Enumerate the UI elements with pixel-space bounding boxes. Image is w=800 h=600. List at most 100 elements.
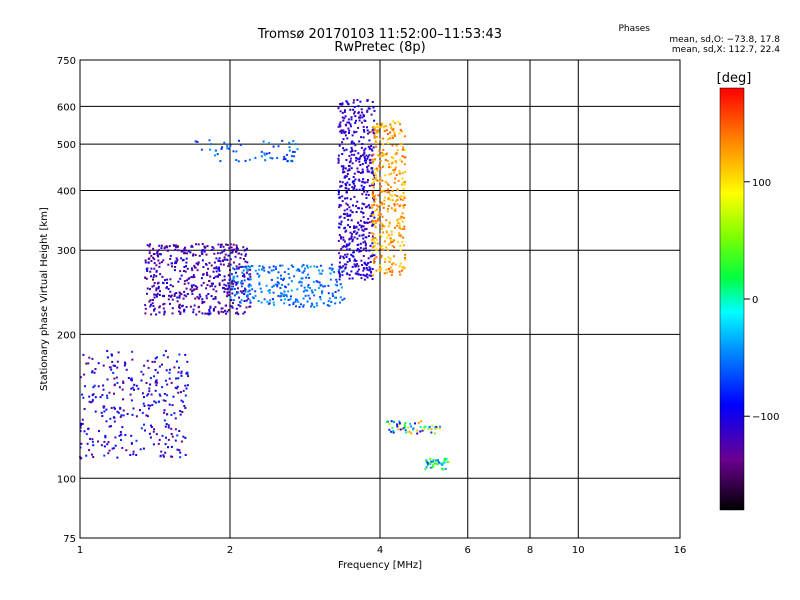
data-point bbox=[184, 270, 187, 273]
data-point bbox=[201, 302, 204, 305]
data-point bbox=[201, 300, 204, 303]
data-point bbox=[402, 206, 405, 209]
data-point bbox=[283, 155, 286, 158]
data-point bbox=[242, 258, 245, 260]
data-point bbox=[352, 99, 355, 102]
data-point bbox=[122, 380, 125, 383]
data-point bbox=[224, 253, 227, 256]
data-point bbox=[394, 226, 397, 229]
data-point bbox=[101, 394, 104, 397]
data-point bbox=[363, 155, 366, 158]
data-point bbox=[82, 396, 85, 399]
data-point bbox=[373, 128, 376, 131]
data-point bbox=[171, 307, 174, 310]
data-point bbox=[148, 300, 151, 303]
data-point bbox=[190, 284, 193, 287]
data-point bbox=[402, 266, 405, 269]
data-point bbox=[346, 214, 349, 217]
data-point bbox=[174, 262, 177, 264]
data-point bbox=[182, 400, 185, 403]
data-point bbox=[430, 431, 433, 434]
data-point bbox=[229, 243, 232, 246]
data-point bbox=[186, 267, 189, 270]
data-point bbox=[390, 207, 393, 210]
data-point bbox=[404, 256, 406, 259]
data-point bbox=[316, 304, 319, 307]
data-point bbox=[358, 160, 361, 163]
data-point bbox=[342, 165, 345, 168]
data-point bbox=[352, 101, 355, 104]
data-point bbox=[97, 385, 100, 388]
data-point bbox=[153, 428, 156, 431]
data-point bbox=[158, 365, 161, 368]
data-point bbox=[315, 302, 318, 305]
data-point bbox=[401, 148, 404, 151]
data-point bbox=[362, 216, 365, 219]
data-point bbox=[376, 153, 379, 156]
data-point bbox=[326, 304, 329, 307]
data-point bbox=[348, 237, 351, 240]
data-point bbox=[166, 278, 169, 281]
data-point bbox=[385, 230, 388, 233]
data-point bbox=[396, 219, 399, 222]
data-point bbox=[183, 294, 186, 297]
data-point bbox=[276, 281, 279, 284]
data-point bbox=[205, 297, 208, 300]
data-point bbox=[163, 295, 165, 298]
data-point bbox=[443, 459, 446, 462]
data-point bbox=[362, 178, 365, 181]
data-point bbox=[431, 466, 434, 469]
data-point bbox=[162, 354, 165, 357]
data-point bbox=[183, 252, 185, 255]
data-point bbox=[436, 463, 439, 466]
data-point bbox=[229, 251, 232, 254]
data-point bbox=[214, 154, 217, 157]
data-point bbox=[431, 463, 434, 466]
data-point bbox=[170, 427, 173, 430]
data-point bbox=[110, 407, 113, 409]
data-point bbox=[348, 259, 351, 262]
data-point bbox=[398, 422, 401, 425]
data-point bbox=[151, 302, 154, 305]
data-point bbox=[152, 305, 155, 307]
data-point bbox=[210, 143, 213, 146]
data-point bbox=[393, 171, 396, 174]
data-point bbox=[164, 425, 167, 428]
data-point bbox=[208, 313, 211, 316]
stats-o-mode: mean, sd,O: −73.8, 17.8 bbox=[669, 35, 780, 45]
data-point bbox=[230, 273, 233, 276]
data-point bbox=[380, 235, 383, 238]
data-point bbox=[155, 275, 158, 278]
data-point bbox=[307, 286, 310, 289]
data-point bbox=[114, 444, 117, 447]
data-point bbox=[223, 290, 226, 293]
data-point bbox=[398, 265, 401, 268]
data-point bbox=[187, 277, 190, 280]
data-point bbox=[396, 423, 399, 426]
data-point bbox=[94, 410, 97, 413]
data-point bbox=[389, 257, 392, 260]
data-point bbox=[392, 429, 395, 432]
data-point bbox=[179, 270, 182, 273]
data-point bbox=[233, 248, 235, 251]
data-point bbox=[236, 281, 238, 284]
data-point bbox=[405, 431, 407, 434]
data-point bbox=[372, 177, 375, 180]
data-point bbox=[401, 428, 404, 430]
data-point bbox=[133, 388, 135, 391]
x-axis-label: Frequency [MHz] bbox=[338, 560, 422, 571]
data-point bbox=[191, 286, 194, 289]
data-point bbox=[152, 430, 155, 433]
data-point bbox=[213, 277, 215, 279]
data-point bbox=[338, 226, 341, 229]
data-point bbox=[80, 457, 83, 460]
data-point bbox=[249, 301, 252, 304]
data-point bbox=[339, 130, 342, 133]
data-point bbox=[110, 425, 112, 428]
data-point bbox=[238, 139, 240, 142]
data-point bbox=[131, 358, 134, 361]
data-point bbox=[396, 189, 399, 192]
data-point bbox=[230, 246, 233, 249]
data-point bbox=[217, 310, 220, 313]
data-point bbox=[185, 257, 188, 260]
